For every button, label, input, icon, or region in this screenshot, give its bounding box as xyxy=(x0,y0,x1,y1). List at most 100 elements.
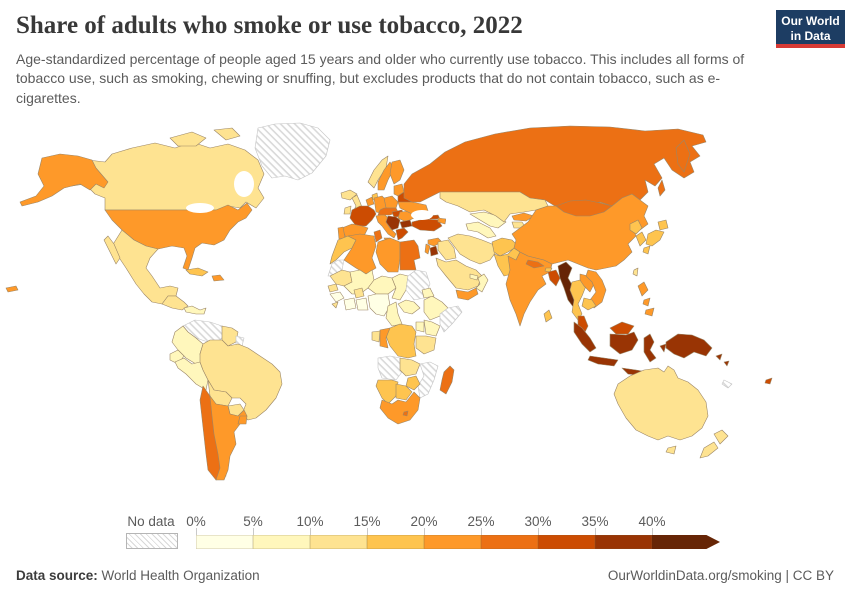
country-shape[interactable] xyxy=(183,305,207,315)
country-shape[interactable] xyxy=(355,297,369,311)
country-shape[interactable] xyxy=(331,301,339,309)
country-shape[interactable] xyxy=(713,429,729,445)
country-shape[interactable] xyxy=(237,415,248,425)
country-shape[interactable] xyxy=(423,319,441,337)
country-shape[interactable] xyxy=(399,219,413,229)
country-shape[interactable] xyxy=(609,321,635,335)
country-shape[interactable] xyxy=(635,231,647,247)
country-shape[interactable] xyxy=(642,297,651,307)
country-shape[interactable] xyxy=(399,357,421,377)
country-shape[interactable] xyxy=(327,283,339,293)
country-shape[interactable] xyxy=(377,355,403,381)
country-shape[interactable] xyxy=(402,410,409,417)
legend-bin[interactable] xyxy=(424,535,481,549)
country-shape[interactable] xyxy=(665,333,713,359)
country-shape[interactable] xyxy=(577,315,589,335)
country-shape[interactable] xyxy=(659,343,667,353)
country-shape[interactable] xyxy=(367,155,389,189)
country-shape[interactable] xyxy=(543,309,553,323)
country-shape[interactable] xyxy=(415,321,425,333)
country-shape[interactable] xyxy=(169,131,207,147)
country-shape[interactable] xyxy=(375,213,397,239)
country-shape[interactable] xyxy=(455,287,479,301)
country-shape[interactable] xyxy=(469,273,479,281)
country-shape[interactable] xyxy=(642,245,651,255)
country-shape[interactable] xyxy=(475,273,489,293)
country-shape[interactable] xyxy=(643,333,657,363)
country-shape[interactable] xyxy=(609,331,639,355)
country-shape[interactable] xyxy=(103,235,121,265)
country-shape[interactable] xyxy=(645,229,665,247)
country-shape[interactable] xyxy=(435,257,483,291)
countries-layer[interactable] xyxy=(5,122,773,481)
country-shape[interactable] xyxy=(585,269,607,309)
country-shape[interactable] xyxy=(429,245,439,257)
country-shape[interactable] xyxy=(375,379,399,405)
legend-bin[interactable] xyxy=(538,535,595,549)
country-shape[interactable] xyxy=(343,297,357,311)
country-shape[interactable] xyxy=(657,219,669,231)
country-shape[interactable] xyxy=(395,383,413,401)
country-shape[interactable] xyxy=(715,353,723,361)
license-link[interactable]: OurWorldinData.org/smoking | CC BY xyxy=(607,568,834,583)
country-shape[interactable] xyxy=(349,205,377,227)
world-map[interactable] xyxy=(0,118,850,508)
country-shape[interactable] xyxy=(723,360,730,367)
country-shape[interactable] xyxy=(699,441,719,459)
country-shape[interactable] xyxy=(637,281,649,297)
country-shape[interactable] xyxy=(424,243,431,255)
country-shape[interactable] xyxy=(555,199,613,217)
country-shape[interactable] xyxy=(395,227,409,241)
legend-bin[interactable] xyxy=(310,535,367,549)
legend-bin[interactable] xyxy=(253,535,310,549)
country-shape[interactable] xyxy=(437,217,447,225)
country-shape[interactable] xyxy=(417,361,439,399)
country-shape[interactable] xyxy=(209,395,248,481)
legend-bin[interactable] xyxy=(367,535,424,549)
country-shape[interactable] xyxy=(411,218,443,232)
country-shape[interactable] xyxy=(421,287,435,299)
country-shape[interactable] xyxy=(371,330,381,343)
country-shape[interactable] xyxy=(547,269,561,287)
country-shape[interactable] xyxy=(353,287,365,299)
legend-bar[interactable] xyxy=(196,535,720,549)
legend-no-data[interactable]: No data xyxy=(124,514,178,549)
country-shape[interactable] xyxy=(379,327,391,349)
country-shape[interactable] xyxy=(111,229,179,305)
country-shape[interactable] xyxy=(5,285,19,293)
country-shape[interactable] xyxy=(675,139,691,173)
owid-logo[interactable]: Our World in Data xyxy=(776,10,845,48)
legend-bin[interactable] xyxy=(652,535,720,549)
country-shape[interactable] xyxy=(343,205,352,215)
country-shape[interactable] xyxy=(405,375,421,391)
country-shape[interactable] xyxy=(383,195,399,209)
country-shape[interactable] xyxy=(385,301,403,327)
country-shape[interactable] xyxy=(397,299,421,315)
country-shape[interactable] xyxy=(415,335,437,355)
country-shape[interactable] xyxy=(61,141,265,211)
country-shape[interactable] xyxy=(573,321,597,353)
country-shape[interactable] xyxy=(439,305,463,333)
country-shape[interactable] xyxy=(613,365,709,441)
country-shape[interactable] xyxy=(721,379,733,389)
legend-bin[interactable] xyxy=(481,535,538,549)
country-shape[interactable] xyxy=(385,215,401,231)
country-shape[interactable] xyxy=(19,153,109,207)
country-shape[interactable] xyxy=(439,365,455,395)
country-shape[interactable] xyxy=(161,295,189,311)
country-shape[interactable] xyxy=(629,219,643,235)
country-shape[interactable] xyxy=(632,267,639,277)
country-shape[interactable] xyxy=(665,445,677,455)
country-shape[interactable] xyxy=(657,179,666,197)
legend[interactable]: 0% 5% 10% 15% 20% 25% 30% 35% 40% xyxy=(186,514,726,554)
country-shape[interactable] xyxy=(379,391,421,425)
country-shape[interactable] xyxy=(399,239,421,271)
country-shape[interactable] xyxy=(437,239,457,261)
country-shape[interactable] xyxy=(439,191,549,223)
country-shape[interactable] xyxy=(185,267,209,277)
country-shape[interactable] xyxy=(213,127,241,141)
country-shape[interactable] xyxy=(465,221,497,239)
country-shape[interactable] xyxy=(385,323,417,359)
legend-bin[interactable] xyxy=(595,535,652,549)
country-shape[interactable] xyxy=(644,307,655,317)
